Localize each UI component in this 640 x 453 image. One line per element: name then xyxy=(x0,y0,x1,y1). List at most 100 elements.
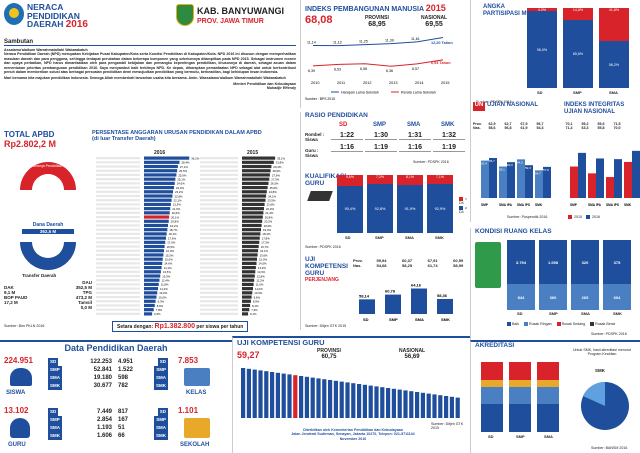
ukg-bar xyxy=(415,392,420,418)
sekolah-rows: 817 SD 167 SMP 51 SMA 66 SMK xyxy=(118,408,168,440)
kualifikasi-source: Sumber: PDSPK 2016 xyxy=(305,245,341,249)
province-name: PROV. JAWA TIMUR xyxy=(197,18,264,25)
siswa-value: 19.180 xyxy=(93,375,112,381)
apbd-transfer-label: Transfer Daerah xyxy=(22,273,57,278)
ruang-legend-item: Rusak Berat xyxy=(590,322,615,327)
persen-region-name xyxy=(96,165,140,168)
ujiguru-nas-value: 61,74 xyxy=(427,263,438,268)
persen-value-2015: 7,3% xyxy=(251,308,258,312)
sambutan-para1: Neraca Pendidikan Daerah (NPD) merupakan… xyxy=(4,52,296,75)
siswa-level: SD xyxy=(48,358,59,366)
persen-bar-2015 xyxy=(242,303,251,308)
rasio-row2: 1:19 xyxy=(365,144,397,152)
persen-bar-2015 xyxy=(242,160,274,164)
persen-value-2015: 6,1% xyxy=(250,312,257,316)
un-prov-label: Prov. xyxy=(473,122,482,126)
persen-value-2016: 19,8% xyxy=(171,220,179,224)
persen-region-name xyxy=(96,169,140,172)
ukg-bar xyxy=(275,372,280,418)
iik-cat: SMK xyxy=(624,203,632,207)
persen-region-name-2015 xyxy=(200,258,238,261)
persen-value-2016: 7,8% xyxy=(156,308,163,312)
persen-region-name-2015 xyxy=(200,203,238,206)
persen-bar-2015 xyxy=(242,185,268,190)
ukg-bar xyxy=(351,383,356,418)
ukg-bar xyxy=(258,370,263,418)
apbd-source: Sumber: Biro PKLN 2016 xyxy=(4,324,45,328)
apm-bar: 41,8% 58,2% xyxy=(599,8,629,88)
kelas-row: 4.951 SD xyxy=(118,358,168,366)
persen-bar-2015 xyxy=(242,299,251,303)
kualifikasi-bar-top: 9,6% xyxy=(337,175,363,186)
ipm-label-avg: 6,36 xyxy=(386,69,393,73)
apbd-dak-value: 9,1 M xyxy=(4,290,16,295)
persen-region-name-2015 xyxy=(200,157,238,160)
ukg-footer1: Diterbitkan oleh Kementerian Pendidikan … xyxy=(303,428,403,432)
ujiguru-nas-value: 54,08 xyxy=(376,263,387,268)
akreditasi-smk-label: SMK xyxy=(595,368,605,373)
rasio-source: Sumber: PDSPK 2016 xyxy=(413,160,449,164)
persen-value-2016: 11,8% xyxy=(161,283,169,287)
rasio-row2: 1:16 xyxy=(399,144,431,152)
persen-value-2016: 19,2% xyxy=(170,224,178,228)
persen-bar-2016 xyxy=(144,219,169,223)
un-cat: SMK xyxy=(535,203,543,207)
persen-year1: 2016 xyxy=(154,150,166,156)
persen-region-name xyxy=(96,295,140,299)
ruang-bars: 3.794 844 SD 1.098 360 SMP 320 265 SMA 375 604 SMK xyxy=(507,240,637,318)
ukg-bar xyxy=(432,394,437,418)
ruang-legend-label: Rusak Sedang xyxy=(561,322,586,326)
sekolah-value: 167 xyxy=(118,417,129,423)
un-panel: UN UJIAN NASIONAL Prov. 62,9 62,7 67,9 56,7 N… xyxy=(470,100,560,222)
ruang-legend-label: Rusak Berat xyxy=(595,322,615,326)
ujiguru-source: Sumber: Ditjen GTK 2015 xyxy=(305,324,347,328)
kualifikasi-cat: SD xyxy=(345,235,351,240)
ukg-bar xyxy=(374,386,379,418)
persen-value-2015: 9,6% xyxy=(254,295,261,299)
data-title: Data Pendidikan Daerah xyxy=(64,343,168,353)
persen-bar-2015 xyxy=(242,219,263,223)
persen-bar-2016 xyxy=(144,278,160,282)
persen-value-2016: 10,6% xyxy=(159,291,167,295)
persen-bar-2016 xyxy=(144,156,190,160)
persen-bar-2015 xyxy=(242,270,256,274)
akreditasi-segment xyxy=(509,379,531,387)
persen-region-name-2015 xyxy=(200,211,238,214)
ipm-legend2: Rerata Lama Sekolah xyxy=(401,91,436,95)
ukg-bar xyxy=(281,373,286,418)
persen-value-2016: 15,5% xyxy=(165,253,173,257)
persen-value-2015: 28,6% xyxy=(273,169,281,173)
apm-source: Sumber: PDSPK 2016 xyxy=(476,100,512,104)
persen-region-name-2015 xyxy=(200,224,238,227)
persen-value-2016: 36,2% xyxy=(191,156,199,160)
un-bar-chart: 63,465,7 SMP 58,162,0 SMA IPA 64,559,3 SMA IP… xyxy=(481,158,551,207)
sambutan-para2: Mari bersama kita majukan pendidikan Ind… xyxy=(4,76,286,81)
akreditasi-segment xyxy=(481,404,503,432)
un-cat: SMA IPA xyxy=(499,203,513,207)
ipm-label-avg: 6,53 xyxy=(334,67,341,71)
guru-row: SD 7.449 xyxy=(48,408,112,416)
persen-region-name xyxy=(96,270,140,273)
persen-bar-2016 xyxy=(144,198,172,202)
ujiguru-prov-value: 60,59 xyxy=(453,258,464,263)
un-prov-row: Prov. 62,9 62,7 67,9 56,7 xyxy=(473,122,559,126)
guru-rows: SD 7.449 SMP 2.854 SMA 1.193 SMK 1.606 xyxy=(48,408,112,440)
school-icon xyxy=(184,418,210,438)
sekolah-value: 817 xyxy=(118,409,129,415)
persen-region-name xyxy=(96,194,140,198)
rasio-row2: 1:19 xyxy=(433,144,465,152)
sambutan-title: Sambutan xyxy=(4,39,296,46)
rasio-row2: 1:16 xyxy=(331,144,363,152)
persen-value-2016: 6,5% xyxy=(154,312,161,316)
ujiguru-bar-value: 64,16 xyxy=(411,283,422,288)
sambutan-greeting: Assalamu'alaikum Warrahmatullahi Wabarak… xyxy=(4,48,88,52)
ukg-bar xyxy=(264,371,269,418)
persen-panel: PERSENTASE ANGGARAN URUSAN PENDIDIKAN DA… xyxy=(92,130,298,335)
persen-bar-2015 xyxy=(242,198,266,202)
un-cat: SMP xyxy=(481,203,489,207)
un-nas-label: Nas. xyxy=(473,126,481,131)
persen-bar-2015 xyxy=(242,181,269,185)
ukg-bar xyxy=(449,396,454,418)
ukg-bar xyxy=(241,368,246,418)
persen-bar-2016 xyxy=(144,244,165,249)
